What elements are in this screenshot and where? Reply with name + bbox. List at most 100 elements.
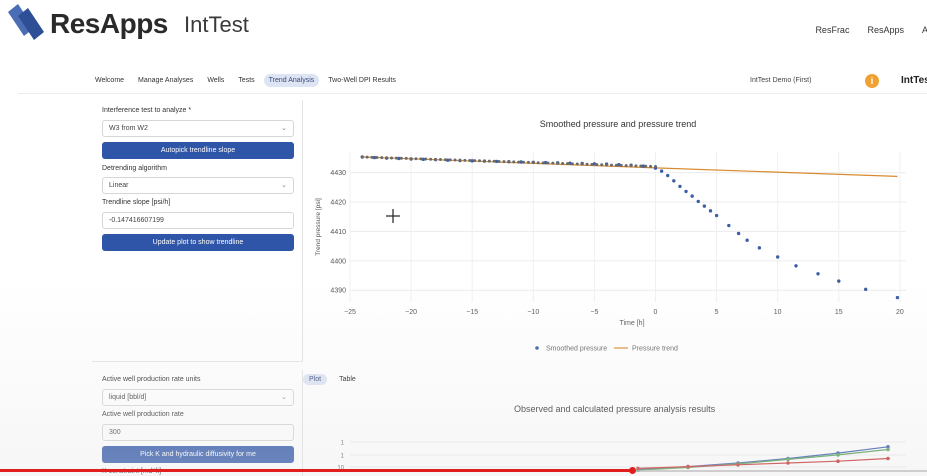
smoothed-pressure-point <box>372 155 377 160</box>
results-series-point <box>636 466 640 471</box>
smoothed-pressure-point <box>546 161 550 165</box>
smoothed-pressure-point <box>502 160 506 164</box>
pressure-trend-svg: Smoothed pressure and pressure trend 4390… <box>315 119 906 353</box>
smoothed-pressure-point <box>610 163 614 167</box>
tab-table[interactable]: Table <box>339 376 356 383</box>
y-tick-label: 4400 <box>330 258 346 265</box>
smoothed-pressure-point <box>684 189 688 194</box>
tab-plot[interactable]: Plot <box>303 374 328 385</box>
smoothed-pressure-point <box>453 158 457 162</box>
smoothed-pressure-point <box>595 163 599 167</box>
tab-manage-analyses[interactable]: Manage Analyses <box>138 77 194 84</box>
test-label: Interference test to analyze * <box>102 107 192 114</box>
smoothed-pressure-point <box>517 160 521 164</box>
tab-tests[interactable]: Tests <box>238 77 255 84</box>
analysis-selector[interactable]: IntTest Demo (First) <box>750 77 812 84</box>
tab-welcome[interactable]: Welcome <box>95 77 125 84</box>
smoothed-pressure-point <box>619 163 623 167</box>
x-axis-label: Time [h] <box>619 320 644 327</box>
smoothed-pressure-point <box>757 246 762 250</box>
y-axis-label: Trend pressure [psi] <box>315 198 322 256</box>
smoothed-pressure-point <box>727 223 731 228</box>
brand-name: ResApps <box>50 8 168 39</box>
x-tick-label: −20 <box>405 309 417 316</box>
smoothed-pressure-point <box>585 162 589 166</box>
test-select-value: W3 from W2 <box>109 125 148 132</box>
chevron-down-icon: ⌄ <box>281 182 287 189</box>
link-about[interactable]: Ab <box>921 25 927 35</box>
smoothed-pressure-point <box>446 158 450 162</box>
info-icon[interactable]: i <box>865 74 879 88</box>
smoothed-pressure-point <box>708 209 713 213</box>
rate-units-select[interactable]: liquid [bbl/d] ⌄ <box>102 389 294 406</box>
x-tick-label: 0 <box>654 309 658 316</box>
smoothed-pressure-point <box>672 179 676 183</box>
y-tick-label: 4390 <box>330 288 346 295</box>
smoothed-pressure-point <box>512 160 516 164</box>
smoothed-pressure-point <box>458 158 462 162</box>
rate-input[interactable]: 300 <box>102 424 294 441</box>
tab-wells[interactable]: Wells <box>207 77 225 84</box>
results-series-line <box>637 448 889 471</box>
chart-title: Smoothed pressure and pressure trend <box>540 119 697 129</box>
smoothed-pressure-point <box>568 161 572 165</box>
smoothed-pressure-point <box>531 161 535 165</box>
smoothed-pressure-point <box>385 156 389 160</box>
smoothed-pressure-point <box>404 156 408 160</box>
results-series-point <box>786 461 790 465</box>
pick-k-button[interactable]: Pick K and hydraulic diffusivity for me <box>102 446 294 463</box>
smoothed-pressure-point <box>365 155 369 159</box>
results-series-line <box>637 457 889 469</box>
rate-label: Active well production rate <box>102 411 184 418</box>
smoothed-pressure-point <box>497 159 501 163</box>
smoothed-pressure-point <box>360 155 364 159</box>
link-resapps[interactable]: ResApps <box>867 25 904 35</box>
results-chart-title: Observed and calculated pressure analysi… <box>514 404 716 414</box>
smoothed-pressure-point <box>736 231 741 236</box>
slope-input[interactable]: -0.147416607199 <box>102 212 294 229</box>
tab-two-well-dpi-results[interactable]: Two-Well DPI Results <box>328 77 396 84</box>
smoothed-pressure-point <box>468 158 472 162</box>
chevron-down-icon: ⌄ <box>281 394 287 401</box>
video-progress-bar[interactable] <box>0 469 634 472</box>
smoothed-pressure-point <box>478 159 482 163</box>
x-tick-label: −10 <box>527 309 539 316</box>
smoothed-pressure-point <box>666 173 670 178</box>
smoothed-pressure-point <box>394 156 398 160</box>
smoothed-pressure-point <box>690 194 694 198</box>
smoothed-pressure-point <box>575 162 579 166</box>
chevron-down-icon: ⌄ <box>281 125 287 132</box>
smoothed-pressure-point <box>566 162 570 166</box>
autopick-button[interactable]: Autopick trendline slope <box>102 142 294 159</box>
smoothed-pressure-point <box>487 159 491 163</box>
smoothed-pressure-point <box>590 162 594 166</box>
test-select[interactable]: W3 from W2 ⌄ <box>102 120 294 137</box>
legend-trend-label: Pressure trend <box>632 346 678 353</box>
slope-label: Trendline slope [psi/h] <box>102 199 171 206</box>
smoothed-pressure-point <box>370 155 374 159</box>
video-progress-handle[interactable] <box>629 467 636 474</box>
smoothed-pressure-point <box>624 164 628 168</box>
smoothed-pressure-point <box>659 169 664 173</box>
detrend-select[interactable]: Linear ⌄ <box>102 177 294 194</box>
smoothed-pressure-point <box>617 162 621 167</box>
smoothed-pressure-point <box>419 157 423 161</box>
smoothed-pressure-point <box>429 157 433 161</box>
results-series-point <box>886 447 890 452</box>
tab-trend-analysis[interactable]: Trend Analysis <box>263 74 320 87</box>
x-tick-label: 20 <box>896 309 904 316</box>
results-series-line <box>637 446 889 470</box>
smoothed-pressure-point <box>863 287 868 292</box>
smoothed-pressure-point <box>522 160 526 164</box>
legend-smoothed-marker <box>535 346 539 350</box>
link-resfrac[interactable]: ResFrac <box>815 25 850 35</box>
smoothed-pressure-point <box>375 155 379 159</box>
results-series-point <box>736 463 740 467</box>
analysis-controls-panel: Active well production rate units liquid… <box>92 370 303 476</box>
top-links: ResFrac ResApps Ab <box>815 25 927 35</box>
video-progress-track[interactable] <box>634 470 927 472</box>
smoothed-pressure-point <box>541 161 545 165</box>
resapps-logo-icon <box>8 4 44 40</box>
smoothed-pressure-point <box>837 279 841 283</box>
update-plot-button[interactable]: Update plot to show trendline <box>102 234 294 251</box>
